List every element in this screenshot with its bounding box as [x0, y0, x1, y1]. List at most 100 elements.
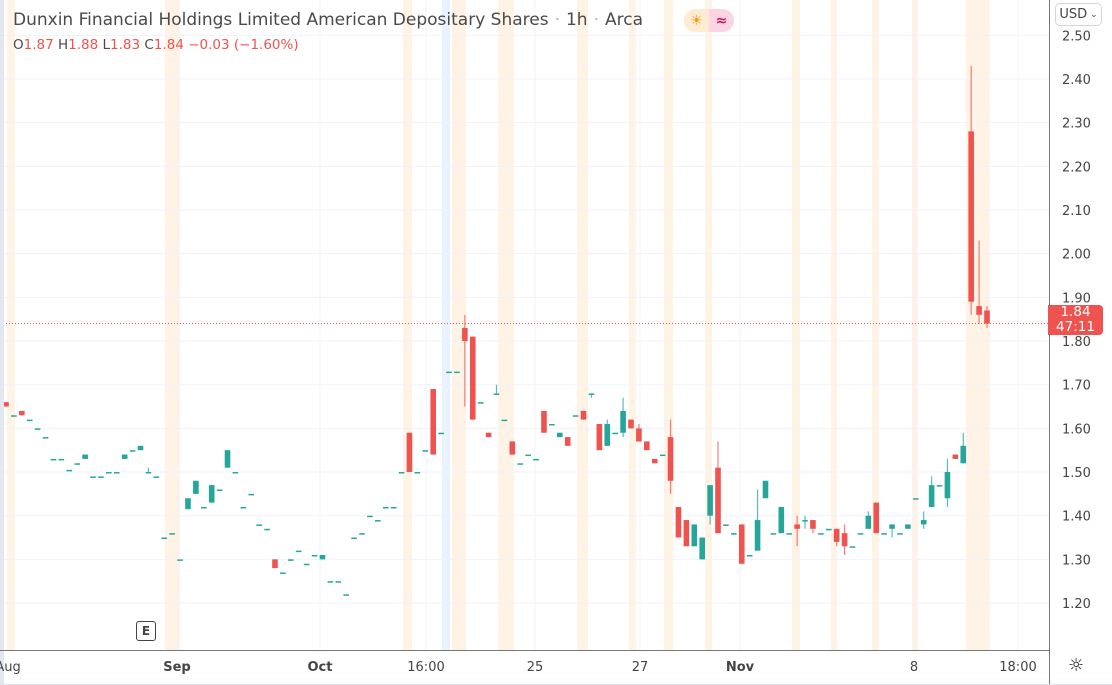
- candle-body: [628, 419, 634, 429]
- candle-body: [912, 498, 919, 500]
- candle: [533, 458, 539, 461]
- candle: [770, 533, 777, 535]
- candle-body: [351, 537, 357, 540]
- candle-body: [414, 472, 421, 474]
- candle-body: [572, 415, 579, 417]
- currency-label: USD: [1059, 7, 1088, 22]
- candle-body: [754, 520, 761, 551]
- high-value: 1.88: [68, 37, 99, 53]
- candle-body: [683, 520, 690, 547]
- time-axis[interactable]: Aug Sep Oct 16:00 25 27 Nov 8 18:00: [0, 660, 1037, 675]
- candle: [541, 410, 547, 433]
- highlight-band: [442, 0, 450, 650]
- candle-body: [335, 581, 342, 583]
- candle: [778, 506, 785, 534]
- candle-body: [541, 410, 547, 433]
- candle-body: [359, 533, 365, 535]
- candle-body: [604, 423, 611, 446]
- sun-icon[interactable]: ☀: [684, 9, 709, 32]
- candle: [509, 441, 516, 455]
- session-bands: [7, 0, 990, 650]
- candle: [50, 458, 57, 461]
- candle: [746, 555, 753, 557]
- candle: [825, 528, 832, 531]
- candle: [11, 415, 17, 417]
- candle: [984, 306, 990, 328]
- candle: [193, 480, 199, 494]
- currency-select[interactable]: USD ⌄: [1055, 3, 1102, 26]
- candle-body: [723, 524, 729, 526]
- candle-body: [897, 533, 903, 535]
- candle-body: [825, 528, 832, 531]
- earnings-marker[interactable]: E: [136, 621, 156, 641]
- candle: [960, 432, 967, 464]
- candle-body: [857, 533, 864, 535]
- candle: [572, 415, 579, 417]
- candle: [865, 511, 872, 529]
- candle: [857, 533, 864, 535]
- y-tick-label: 1.30: [1062, 553, 1091, 568]
- y-tick-label: 2.10: [1062, 204, 1091, 219]
- y-tick-label: 1.40: [1062, 510, 1091, 525]
- candle-body: [193, 480, 199, 494]
- settings-gear-icon[interactable]: ☼: [1068, 655, 1085, 676]
- candle: [691, 524, 698, 547]
- candle-body: [145, 472, 152, 474]
- market-status[interactable]: ☀ ≈: [684, 9, 734, 32]
- session-band: [831, 0, 837, 650]
- candle: [153, 476, 160, 478]
- candle-body: [580, 410, 587, 420]
- candle-body: [311, 555, 318, 557]
- candle: [335, 581, 342, 583]
- symbol-name[interactable]: Dunxin Financial Holdings Limited Americ…: [13, 10, 549, 30]
- candle: [881, 533, 887, 535]
- candle: [311, 555, 318, 557]
- candle: [462, 314, 468, 407]
- x-tick-label: 8: [910, 660, 918, 675]
- candle-body: [936, 485, 943, 487]
- candle: [3, 402, 9, 407]
- candle: [327, 581, 334, 583]
- candle: [889, 524, 895, 538]
- candle-body: [58, 458, 65, 461]
- y-tick-label: 2.40: [1062, 73, 1091, 88]
- candle-body: [731, 533, 737, 535]
- session-band: [7, 0, 15, 650]
- candle: [414, 472, 421, 474]
- candle: [66, 469, 73, 472]
- candle: [208, 485, 215, 503]
- separator: ·: [554, 10, 560, 30]
- candle-body: [161, 537, 168, 540]
- price-axis[interactable]: 1.20 1.30 1.40 1.50 1.60 1.70 1.80 1.90 2.00 2.10…: [1062, 29, 1091, 612]
- wave-icon[interactable]: ≈: [709, 9, 734, 32]
- y-tick-label: 2.30: [1062, 117, 1091, 132]
- candle: [905, 524, 911, 529]
- candle-body: [248, 493, 255, 496]
- candle-body: [446, 371, 452, 374]
- session-band: [403, 0, 412, 650]
- candle-body: [319, 555, 326, 560]
- candle-body: [786, 533, 793, 535]
- candle: [952, 454, 959, 459]
- candle-body: [928, 485, 935, 507]
- candle-body: [588, 393, 595, 395]
- candle-body: [129, 450, 136, 452]
- candle: [121, 454, 128, 459]
- candle-body: [224, 450, 231, 468]
- candle: [58, 458, 65, 461]
- candle-body: [960, 445, 967, 464]
- candle: [644, 441, 650, 451]
- candle: [968, 65, 974, 315]
- interval[interactable]: 1h: [565, 10, 588, 30]
- y-tick-label: 2.20: [1062, 160, 1091, 175]
- candle-body: [778, 506, 785, 534]
- candle: [818, 533, 824, 535]
- candle-body: [208, 485, 215, 503]
- candle-body: [280, 572, 286, 574]
- candle-body: [121, 454, 128, 459]
- candle-body: [564, 437, 571, 446]
- candle-body: [240, 506, 247, 509]
- candle: [920, 511, 927, 529]
- candle-body: [343, 594, 349, 596]
